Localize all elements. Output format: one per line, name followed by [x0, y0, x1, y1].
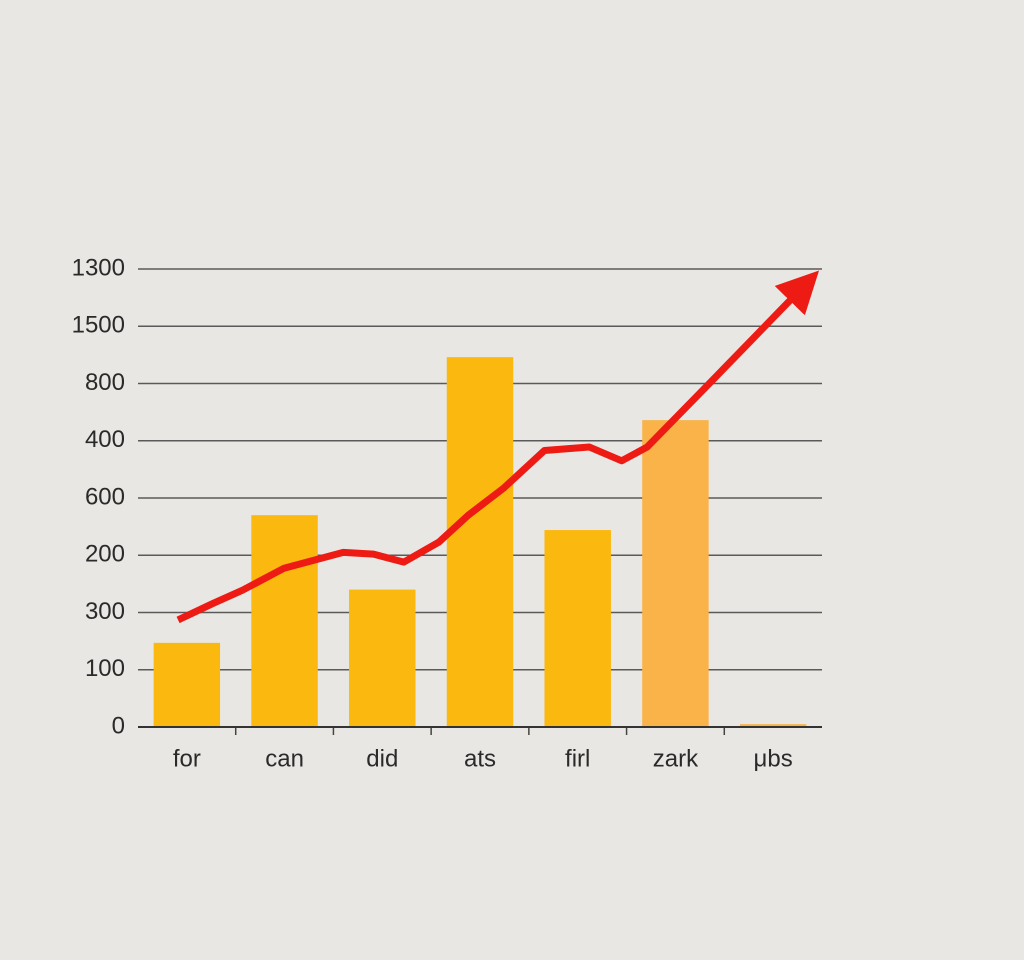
y-tick-label: 400 — [85, 426, 125, 453]
x-tick-label: μbs — [754, 745, 793, 772]
y-tick-label: 1500 — [72, 312, 125, 339]
y-tick-label: 100 — [85, 655, 125, 682]
y-tick-label: 300 — [85, 598, 125, 625]
bar — [251, 515, 318, 727]
y-tick-label: 0 — [112, 712, 125, 739]
y-tick-label: 600 — [85, 483, 125, 510]
bar — [739, 724, 807, 727]
trend-line — [176, 270, 820, 624]
bar — [153, 642, 221, 727]
x-tick-label: firl — [565, 745, 590, 772]
bar — [642, 420, 709, 727]
bar — [544, 530, 611, 727]
y-tick-label: 200 — [85, 541, 125, 568]
y-tick-label: 1300 — [72, 254, 125, 281]
bar — [446, 357, 514, 727]
x-tick-label: for — [173, 745, 201, 772]
bar — [349, 589, 416, 727]
x-tick-label: can — [265, 745, 304, 772]
y-tick-label: 800 — [85, 369, 125, 396]
x-tick-label: ats — [464, 745, 496, 772]
x-tick-label: did — [366, 745, 398, 772]
x-tick-label: zark — [653, 745, 699, 772]
